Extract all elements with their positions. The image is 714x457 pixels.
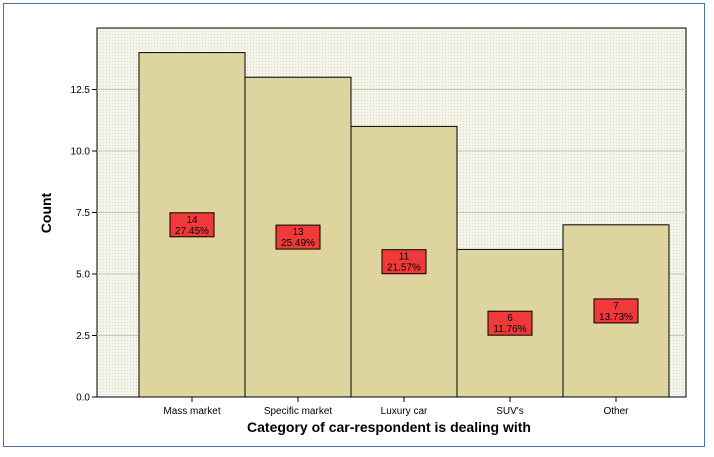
data-label-percent: 27.45% — [175, 226, 209, 237]
data-label-count: 6 — [507, 313, 513, 324]
chart-frame: 0.0 2.5 5.0 7.5 10.0 12.5 Mass market Specific… — [3, 3, 705, 447]
y-tick-label: 12.5 — [71, 85, 91, 96]
x-axis-title: Category of car-respondent is dealing wi… — [247, 419, 531, 435]
y-tick-label: 2.5 — [76, 331, 90, 342]
data-label-percent: 13.73% — [599, 312, 633, 323]
data-label-percent: 25.49% — [281, 238, 315, 249]
data-label-box — [275, 224, 321, 250]
x-axis: Mass market Specific market Luxury car SUV'… — [163, 397, 629, 417]
y-tick-label: 7.5 — [76, 208, 90, 219]
data-label-count: 13 — [292, 227, 304, 238]
y-axis-title: Count — [38, 192, 54, 233]
data-label-count: 11 — [399, 252, 410, 263]
data-label-count: 14 — [186, 215, 198, 226]
y-tick-label: 10.0 — [71, 147, 91, 158]
data-label-box — [169, 212, 215, 238]
x-tick-label: Specific market — [264, 406, 333, 417]
y-axis: 0.0 2.5 5.0 7.5 10.0 12.5 — [71, 85, 97, 404]
data-label-box — [593, 298, 639, 324]
x-tick-label: SUV's — [496, 406, 523, 417]
x-tick-label: Other — [603, 406, 629, 417]
data-label-box — [487, 310, 533, 336]
y-tick-label: 5.0 — [76, 270, 90, 281]
data-label-percent: 21.57% — [387, 263, 421, 274]
bars-group — [138, 52, 670, 398]
data-label-percent: 11.76% — [493, 324, 526, 335]
y-tick-label: 0.0 — [76, 393, 90, 404]
data-label-count: 7 — [613, 301, 619, 312]
x-tick-label: Mass market — [163, 406, 220, 417]
data-label-box — [381, 249, 427, 275]
bar-chart: 0.0 2.5 5.0 7.5 10.0 12.5 Mass market Specific… — [38, 27, 687, 435]
x-tick-label: Luxury car — [381, 406, 428, 417]
